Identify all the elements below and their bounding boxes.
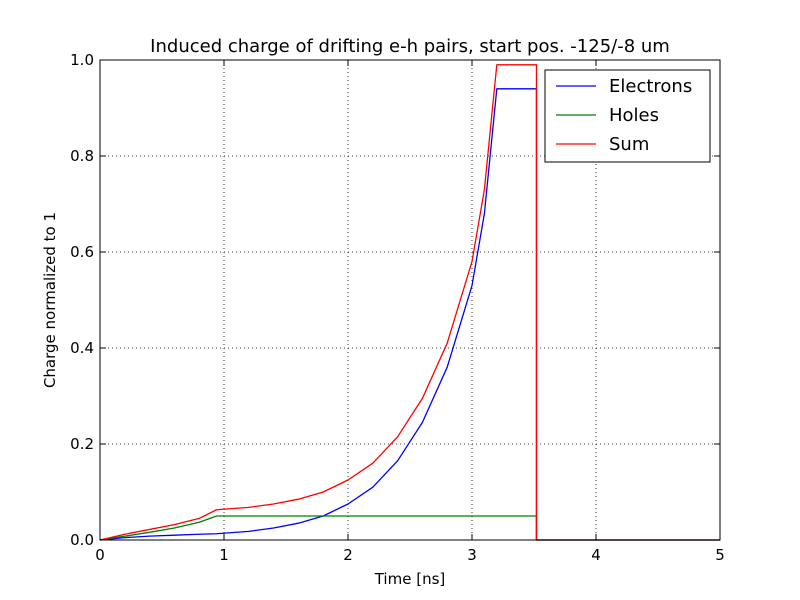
legend-label-electrons: Electrons xyxy=(609,76,692,97)
x-axis-label: Time [ns] xyxy=(374,570,446,588)
y-tick-label: 1.0 xyxy=(70,51,94,69)
x-tick-label: 1 xyxy=(219,546,229,564)
axis-ticks xyxy=(99,59,721,541)
series-line-electrons xyxy=(99,88,720,541)
x-tick-label: 5 xyxy=(715,546,725,564)
chart-title: Induced charge of drifting e-h pairs, st… xyxy=(150,36,670,57)
x-tick-label: 2 xyxy=(343,546,353,564)
y-tick-label: 0.8 xyxy=(70,147,94,165)
plot-frame xyxy=(99,59,721,541)
y-tick-label: 0.0 xyxy=(70,531,94,549)
series-line-sum xyxy=(99,64,720,541)
legend-label-sum: Sum xyxy=(609,134,649,155)
x-tick-label: 4 xyxy=(591,546,601,564)
y-tick-label: 0.6 xyxy=(70,243,94,261)
y-tick-label: 0.4 xyxy=(70,339,94,357)
y-tick-label: 0.2 xyxy=(70,435,94,453)
legend: Electrons Holes Sum xyxy=(544,69,711,163)
x-tick-label: 3 xyxy=(467,546,477,564)
y-axis-label: Charge normalized to 1 xyxy=(41,212,59,388)
data-series xyxy=(99,64,720,541)
x-tick-label: 0 xyxy=(95,546,105,564)
legend-label-holes: Holes xyxy=(609,105,659,126)
tick-labels: 0 1 2 3 4 5 0.0 0.2 0.4 0.6 0.8 1.0 xyxy=(70,51,725,564)
legend-box xyxy=(544,69,711,163)
